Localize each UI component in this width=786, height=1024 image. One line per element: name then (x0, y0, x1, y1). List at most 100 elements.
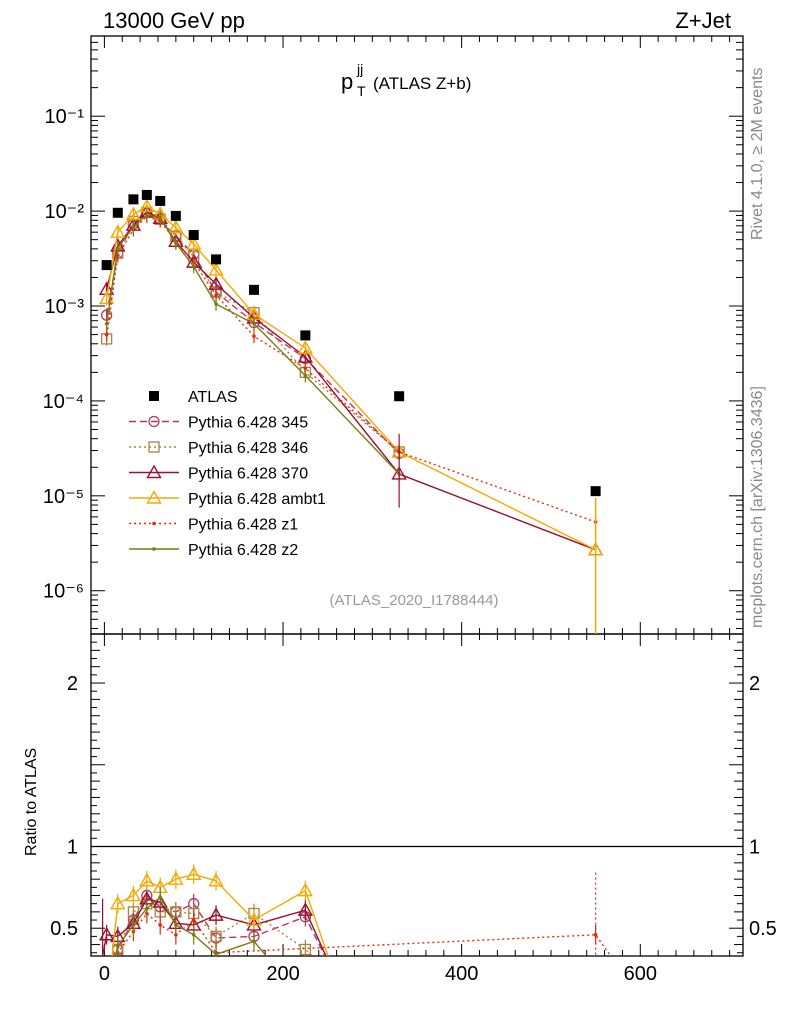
series-point (110, 224, 126, 238)
process-label: Z+Jet (675, 8, 731, 33)
y-tick-label: 10⁻⁴ (43, 391, 84, 413)
series-point (115, 246, 120, 250)
ratio-point (158, 923, 163, 927)
data-point (394, 391, 405, 402)
chart-title: p (341, 69, 353, 94)
data-point (170, 210, 181, 221)
data-point (249, 284, 259, 295)
ratio-point (131, 923, 136, 927)
x-tick-label: 0 (99, 963, 110, 985)
ratio-point (208, 907, 224, 921)
y-tick-label: 10⁻⁶ (43, 581, 84, 603)
ratio-point (152, 894, 168, 908)
data-point (590, 486, 601, 497)
data-point (141, 189, 152, 200)
data-point (211, 254, 222, 265)
ratio-point (186, 866, 202, 880)
ratio-point (297, 882, 314, 897)
legend-marker (146, 490, 162, 504)
ratio-point (593, 932, 598, 937)
ratio-point (139, 872, 155, 887)
data-point (188, 230, 199, 241)
ratio-point (297, 902, 314, 916)
series-point (131, 225, 136, 229)
ratio-point (214, 952, 218, 956)
series-point (104, 321, 109, 326)
ratio-point (158, 895, 163, 899)
ratio-y-tick-label-right: 1 (749, 836, 760, 858)
main-series-group (98, 189, 604, 634)
legend-label: Pythia 6.428 z1 (188, 517, 298, 534)
ratio-point (191, 918, 196, 922)
series-line-3 (105, 205, 596, 551)
series-point (186, 236, 202, 250)
series-point (208, 262, 224, 276)
series-line-2 (105, 211, 596, 551)
series-point (214, 293, 218, 298)
data-point (155, 195, 166, 206)
series-line-4 (105, 215, 596, 523)
axis-ticks (91, 36, 743, 956)
y-tick-label: 10⁻⁵ (43, 486, 84, 508)
legend-label: ATLAS (188, 389, 238, 406)
series-point (252, 334, 256, 339)
ratio-point (252, 939, 256, 944)
ratio-point (246, 912, 262, 926)
ratio-point (145, 906, 149, 911)
series-line-5 (105, 214, 400, 475)
ratio-line-2 (101, 897, 327, 956)
ratio-y-tick-label-right: 2 (749, 673, 760, 695)
legend-marker (149, 391, 159, 401)
rivet-version-label: Rivet 4.1.0, ≥ 2M events (749, 68, 766, 240)
data-point (112, 207, 123, 218)
ratio-line-0 (115, 894, 326, 956)
ratio-panel-frame (90, 633, 744, 957)
legend-label: Pythia 6.428 z2 (188, 542, 298, 559)
source-label: mcplots.cern.ch [arXiv:1306.3436] (749, 386, 766, 628)
series-point (252, 321, 256, 326)
axis-tick-labels: 0 200 400 600 10⁻¹ 10⁻² 10⁻³ 10⁻⁴ 10⁻⁵ 10⁻⁶ 2 2 1 1 0.… (43, 106, 777, 985)
y-tick-label: 10⁻¹ (45, 106, 85, 128)
y-tick-label: 10⁻³ (45, 296, 85, 318)
series-point (174, 241, 178, 245)
legend-marker (148, 441, 160, 453)
data-point (128, 194, 139, 205)
chart-title-rest: (ATLAS Z+b) (373, 74, 471, 93)
chart-title-superscript: jj (356, 61, 363, 77)
ratio-axis-label: Ratio to ATLAS (23, 748, 40, 856)
legend-label: Pythia 6.428 370 (188, 466, 308, 483)
ratio-series-group (98, 864, 612, 956)
ratio-point (168, 871, 184, 885)
energy-label: 13000 GeV pp (103, 8, 245, 33)
series-point (125, 206, 142, 221)
series-point (168, 219, 184, 234)
x-tick-label: 200 (266, 963, 299, 985)
ratio-point (246, 917, 262, 931)
series-point (145, 213, 149, 217)
ratio-point (299, 943, 312, 956)
chart-title-subscript: T (357, 83, 366, 99)
series-point (214, 302, 218, 306)
legend: ATLAS Pythia 6.428 345 Pythia 6.428 346 Pyt… (129, 389, 326, 559)
ratio-y-tick-label-left: 1 (67, 836, 78, 858)
series-line-0 (105, 211, 400, 454)
x-tick-label: 600 (624, 963, 657, 985)
ratio-point (125, 887, 142, 902)
series-point (297, 340, 314, 354)
legend-label: Pythia 6.428 345 (188, 415, 308, 432)
legend-marker (152, 521, 156, 526)
data-point (101, 260, 112, 271)
ratio-point (191, 932, 196, 937)
series-point (191, 264, 196, 269)
series-point (303, 373, 308, 378)
ratio-point (210, 930, 222, 943)
legend-marker (146, 464, 162, 479)
legend-label: Pythia 6.428 ambt1 (188, 491, 326, 508)
ratio-line-4 (115, 912, 612, 956)
ratio-point (98, 926, 115, 941)
legend-marker (148, 415, 160, 428)
ratio-point (110, 895, 126, 910)
y-tick-label: 10⁻² (45, 201, 85, 223)
series-point (104, 332, 109, 337)
